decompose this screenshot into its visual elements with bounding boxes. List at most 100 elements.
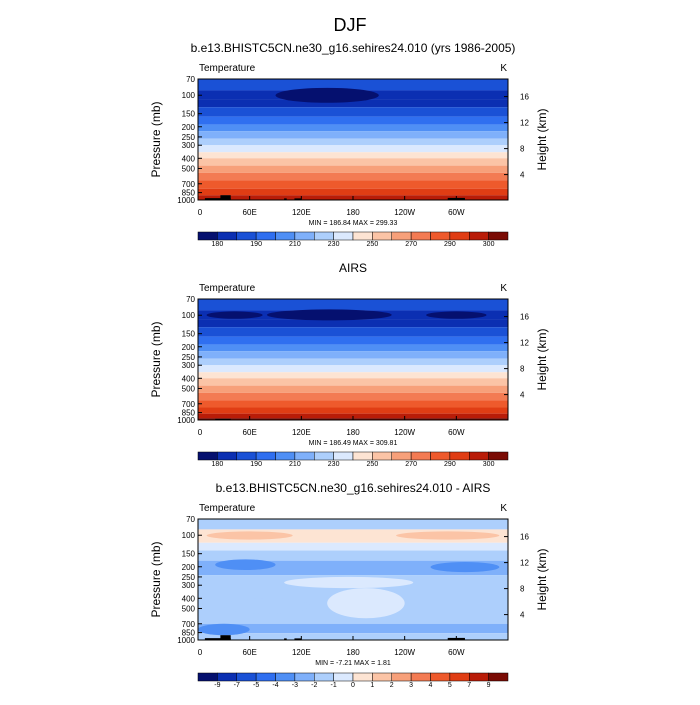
- colorbar-tick-label: 4: [429, 682, 433, 689]
- pressure-tick-label: 400: [182, 374, 196, 383]
- contour-band: [198, 344, 508, 352]
- colorbar-box: [410, 451, 431, 461]
- colorbar-tick-label: 180: [212, 241, 224, 248]
- contour-feature: [215, 559, 276, 571]
- longitude-tick-label: 60W: [448, 208, 465, 217]
- height-tick-label: 4: [520, 171, 525, 180]
- figure-title: DJF: [334, 15, 367, 35]
- colorbar-tick-label: -5: [253, 682, 259, 689]
- colorbar-tick-label: 300: [483, 461, 495, 468]
- height-tick-label: 4: [520, 391, 525, 400]
- pressure-tick-label: 100: [182, 531, 196, 540]
- pressure-tick-label: 250: [182, 573, 196, 582]
- colorbar-box: [217, 451, 237, 461]
- longitude-tick-label: 60E: [243, 428, 257, 437]
- pressure-tick-label: 850: [182, 189, 196, 198]
- colorbar-tick-label: 300: [483, 241, 495, 248]
- contour-band: [198, 124, 508, 132]
- contour-feature: [396, 531, 500, 540]
- colorbar-tick-label: -1: [331, 682, 337, 689]
- contour-band: [198, 392, 508, 401]
- contour-band: [198, 99, 508, 108]
- contour-band: [198, 413, 508, 419]
- longitude-tick-label: 180: [346, 648, 360, 657]
- contour-feature: [309, 531, 379, 540]
- colorbar-box: [391, 451, 412, 461]
- pressure-tick-label: 150: [182, 110, 196, 119]
- longitude-tick-label: 60W: [448, 428, 465, 437]
- contour-band: [198, 172, 508, 181]
- longitude-tick-label: 120E: [292, 648, 311, 657]
- colorbar-box: [255, 451, 276, 461]
- colorbar-box: [391, 672, 412, 682]
- colorbar: 180 190 210 230 250 270 290 300: [197, 451, 509, 468]
- colorbar-box: [333, 231, 354, 241]
- longitude-tick-label: 0: [198, 648, 203, 657]
- longitude-tick-label: 180: [346, 428, 360, 437]
- colorbar-box: [449, 451, 470, 461]
- colorbar-tick-label: -4: [272, 682, 278, 689]
- longitude-tick-label: 120E: [292, 428, 311, 437]
- colorbar-box: [488, 672, 509, 682]
- colorbar-tick-label: 7: [467, 682, 471, 689]
- pressure-tick-label: 150: [182, 330, 196, 339]
- contour-band: [198, 560, 508, 576]
- colorbar-box: [197, 672, 218, 682]
- panel-title: b.e13.BHISTC5CN.ne30_g16.sehires24.010 (…: [191, 41, 516, 55]
- pressure-tick-label: 200: [182, 343, 196, 352]
- pressure-tick-label: 200: [182, 123, 196, 132]
- contour-feature: [206, 311, 263, 319]
- contour-band: [198, 542, 508, 551]
- pressure-tick-label: 850: [182, 409, 196, 418]
- minmax-label: MIN = -7.21 MAX = 1.81: [315, 660, 391, 667]
- units-label: K: [500, 63, 507, 74]
- pressure-tick-label: 1000: [177, 636, 195, 645]
- colorbar-box: [430, 672, 451, 682]
- colorbar-box: [410, 672, 431, 682]
- pressure-tick-label: 250: [182, 353, 196, 362]
- colorbar-box: [449, 231, 470, 241]
- pressure-tick-label: 850: [182, 629, 196, 638]
- contour-band: [198, 385, 508, 393]
- colorbar-box: [314, 672, 334, 682]
- colorbar-tick-label: 250: [367, 241, 379, 248]
- topography: [215, 418, 231, 420]
- pressure-tick-label: 150: [182, 550, 196, 559]
- panel-title: b.e13.BHISTC5CN.ne30_g16.sehires24.010 -…: [216, 481, 491, 495]
- contour-band: [198, 407, 508, 414]
- colorbar-box: [372, 451, 392, 461]
- height-tick-label: 4: [520, 611, 525, 620]
- colorbar-tick-label: 290: [444, 461, 456, 468]
- longitude-tick-label: 60W: [448, 648, 465, 657]
- colorbar-box: [217, 231, 237, 241]
- colorbar-box: [275, 451, 296, 461]
- contour-band: [198, 336, 508, 345]
- colorbar-tick-label: 270: [405, 241, 417, 248]
- pressure-tick-label: 250: [182, 133, 196, 142]
- pressure-tick-label: 70: [186, 75, 195, 84]
- units-label: K: [500, 503, 507, 514]
- topography: [284, 638, 287, 640]
- colorbar-box: [352, 672, 373, 682]
- height-tick-label: 16: [520, 533, 529, 542]
- colorbar-tick-label: 190: [250, 461, 262, 468]
- pressure-tick-label: 500: [182, 604, 196, 613]
- contour-band: [198, 378, 508, 386]
- contour-band: [198, 180, 508, 189]
- colorbar-box: [217, 672, 237, 682]
- pressure-tick-label: 300: [182, 141, 196, 150]
- pressure-tick-label: 400: [182, 594, 196, 603]
- minmax-label: MIN = 186.49 MAX = 309.81: [309, 440, 398, 447]
- pressure-tick-label: 100: [182, 91, 196, 100]
- contour-band: [198, 145, 508, 153]
- contour-band: [198, 131, 508, 139]
- colorbar-box: [314, 231, 334, 241]
- colorbar-tick-label: 230: [328, 461, 340, 468]
- pressure-tick-label: 500: [182, 164, 196, 173]
- topography: [294, 638, 302, 640]
- contour-band: [198, 372, 508, 379]
- pressure-tick-label: 300: [182, 361, 196, 370]
- y-axis-label: Pressure (mb): [149, 321, 163, 397]
